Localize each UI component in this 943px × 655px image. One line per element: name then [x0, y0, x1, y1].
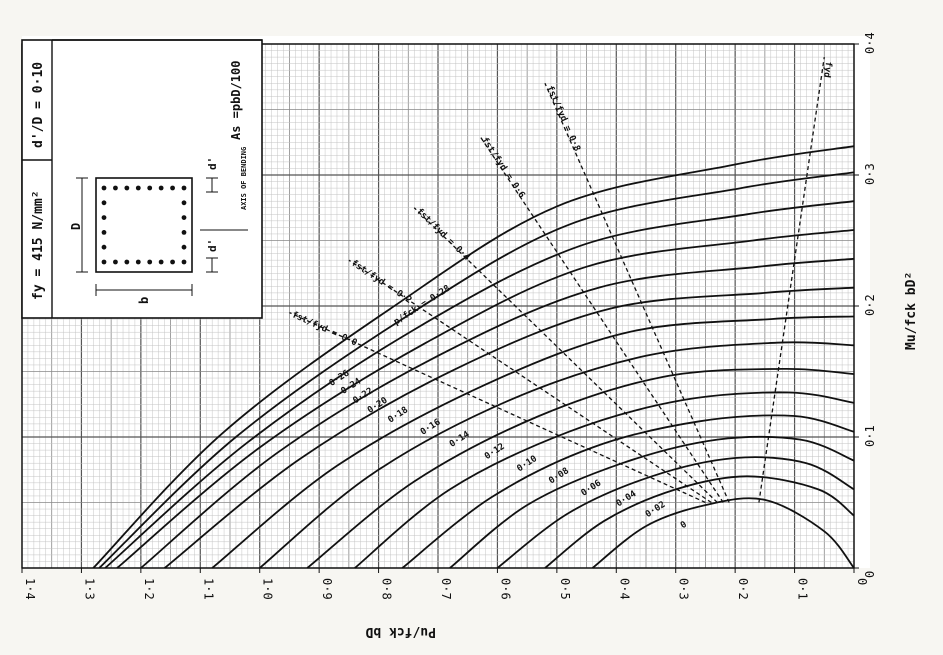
x-tick-label: 0·6	[498, 578, 512, 600]
rebar-dot	[113, 259, 118, 265]
rebar-dot	[181, 244, 187, 250]
x-tick-label: 0·2	[736, 578, 750, 600]
dashed-line-1	[348, 259, 712, 504]
dashed-line-label-5: fyd	[821, 61, 833, 79]
fy-label: fy = 415 N/mm²	[31, 190, 46, 300]
y-tick-label: 0	[863, 571, 877, 578]
curve-p-12	[104, 200, 855, 569]
rebar-dot	[101, 259, 107, 265]
rebar-dots	[101, 185, 187, 265]
rebar-dot	[101, 185, 107, 191]
x-tick-label: 0·7	[439, 578, 453, 600]
x-tick-label: 0·9	[320, 578, 334, 600]
x-tick-label: 0	[855, 578, 869, 585]
curve-label-0: 0	[679, 520, 689, 531]
x-tick-label: 0·8	[380, 578, 394, 600]
curve-p-11	[116, 229, 855, 569]
curve-p-13	[98, 171, 855, 569]
curve-p-5	[354, 391, 855, 569]
rebar-dot	[181, 259, 187, 265]
rebar-dot	[135, 185, 141, 191]
rebar-dot	[158, 185, 164, 191]
curve-p-7	[259, 341, 855, 569]
rebar-dot	[181, 230, 187, 235]
rebar-dot	[135, 259, 141, 265]
x-tick-label: 0·5	[558, 578, 572, 600]
x-tick-label: 1·3	[82, 578, 96, 600]
section-outline	[95, 177, 193, 273]
rebar-dot	[101, 215, 107, 221]
x-tick-label: 1·2	[142, 578, 156, 600]
dashed-lines	[289, 57, 825, 504]
rebar-dot	[101, 244, 107, 250]
rebar-dot	[124, 259, 130, 265]
rebar-dot	[181, 185, 187, 191]
y-tick-labels: 0 0·1 0·2 0·3 0·4	[854, 32, 877, 578]
rebar-dot	[113, 185, 118, 191]
curve-p-6	[306, 367, 855, 569]
rebar-dot	[170, 259, 175, 265]
x-tick-labels: 1·4 1·3 1·2 1·1 1·0 0·9 0·8 0·7 0·6 0·5 0·4 0·3 0·2 0…	[21, 568, 869, 600]
curve-p-1	[544, 475, 855, 569]
d-over-D-label: d'/D = 0·10	[31, 62, 46, 148]
dim-D-label: D	[69, 223, 83, 230]
info-box: fy = 415 N/mm² d'/D = 0·10 As =pbD/100 A…	[21, 39, 263, 319]
x-tick-label: 1·0	[261, 578, 275, 600]
x-tick-label: 0·4	[617, 578, 631, 600]
rebar-dot	[147, 185, 153, 191]
curve-p-4	[401, 414, 855, 569]
dim-d1-label: d'	[206, 157, 219, 170]
curves	[92, 145, 855, 569]
x-tick-label: 0·3	[677, 578, 691, 600]
dim-b-label: b	[137, 297, 151, 304]
dashed-line-0	[289, 311, 706, 504]
curve-p-0	[591, 497, 855, 569]
rebar-dot	[181, 200, 187, 206]
info-box-frame	[21, 39, 263, 319]
curve-p-8	[211, 315, 855, 569]
y-tick-label: 0·1	[863, 425, 877, 447]
curve-p-9	[164, 286, 855, 569]
rebar-dot	[124, 185, 130, 191]
rebar-dot	[101, 200, 107, 206]
x-tick-label: 1·1	[201, 578, 215, 600]
rebar-dot	[147, 259, 153, 265]
rebar-dot	[158, 259, 164, 265]
axis-of-bending-label: AXIS OF BENDING	[240, 147, 248, 210]
rebar-dot	[101, 230, 107, 235]
curve-p-3	[449, 435, 855, 569]
x-tick-label: 0·1	[796, 578, 810, 600]
x-tick-label: 1·4	[23, 578, 37, 600]
y-tick-label: 0·3	[863, 163, 877, 185]
x-axis-title: Pu/fck bD	[365, 624, 436, 639]
dashed-line-3	[479, 135, 724, 503]
dashed-line-4	[544, 83, 730, 503]
y-axis-title: Mu/fck bD²	[904, 272, 919, 350]
curve-p-10	[140, 257, 855, 569]
y-tick-label: 0·2	[863, 294, 877, 316]
dashed-line-5	[758, 57, 825, 503]
as-formula-label: As =pbD/100	[229, 61, 243, 140]
dashed-line-2	[413, 207, 718, 503]
y-tick-label: 0·4	[863, 32, 877, 54]
curve-p-14	[92, 145, 855, 569]
rebar-dot	[170, 185, 175, 191]
dim-d2-label: d'	[206, 239, 219, 252]
rebar-dot	[181, 215, 187, 221]
